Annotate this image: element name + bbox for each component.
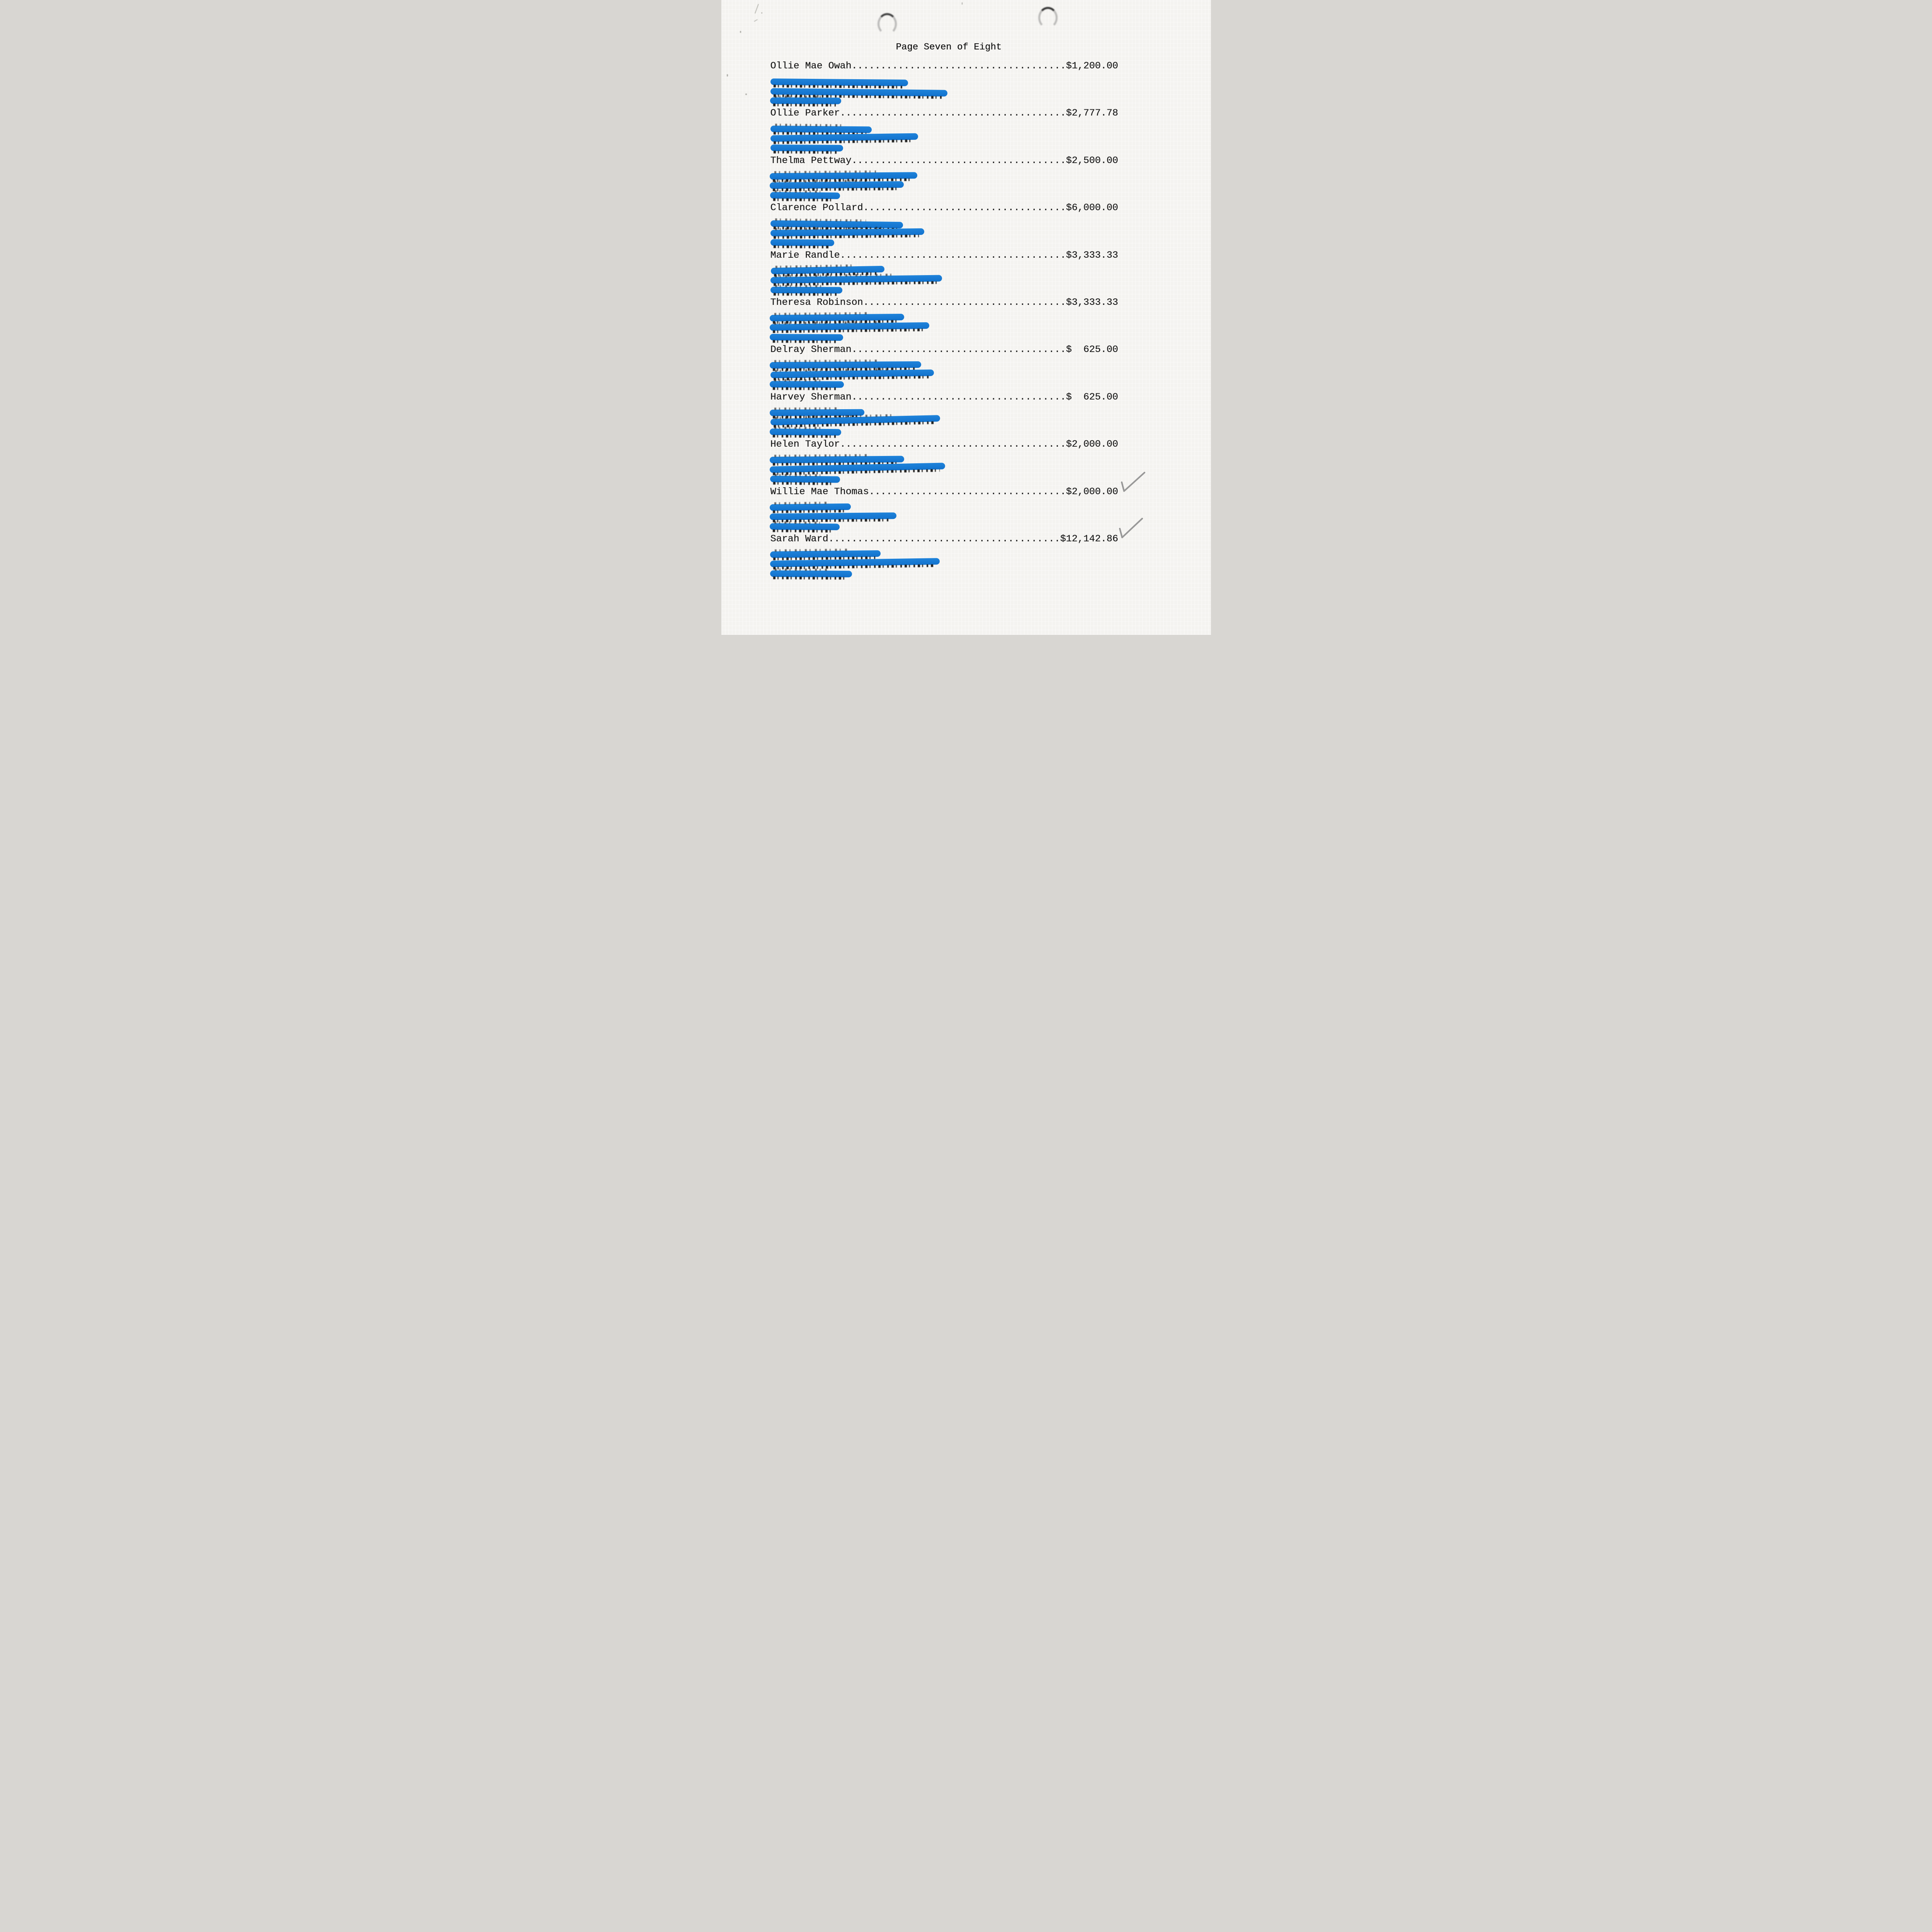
redaction-bar <box>770 126 872 133</box>
page-title: Page Seven of Eight <box>896 42 1002 53</box>
redaction-bar <box>770 275 942 284</box>
redaction-bar <box>770 192 840 199</box>
payee-amount: $6,000.00 <box>1066 202 1118 214</box>
dot-leader: ................................... <box>863 202 1066 214</box>
payee-line: Ollie Mae Owah..........................… <box>770 60 1134 72</box>
redaction-bar <box>770 145 843 152</box>
ink-speck <box>740 31 741 33</box>
redaction-bar <box>769 503 851 511</box>
payee-name: Marie Randle <box>770 249 840 261</box>
dot-leader: .................................. <box>869 486 1066 497</box>
redaction-bar <box>770 476 840 483</box>
redaction-bar <box>769 523 840 530</box>
ink-speck <box>745 94 747 95</box>
pencil-scribble <box>753 19 758 22</box>
ink-speck <box>726 74 728 77</box>
ink-speck <box>961 2 963 5</box>
payee-name: Ollie Parker <box>770 107 840 119</box>
list-item: Ollie Parker............................… <box>770 107 1134 155</box>
payee-amount: $ 625.00 <box>1066 344 1118 355</box>
redaction-bar <box>769 181 904 189</box>
payee-amount: $3,333.33 <box>1066 296 1118 308</box>
payee-line: Thelma Pettway..........................… <box>770 155 1134 167</box>
payee-name: Thelma Pettway <box>770 155 852 166</box>
payee-line: Delray Sherman..........................… <box>770 344 1134 355</box>
dot-leader: ........................................ <box>828 533 1060 544</box>
dot-leader: ....................................... <box>840 249 1066 261</box>
redaction-bar <box>769 512 896 520</box>
redaction-bar <box>770 265 884 274</box>
redaction-bar <box>769 456 904 464</box>
list-item: Thelma Pettway..........................… <box>769 155 1134 202</box>
payee-amount: $ 625.00 <box>1066 391 1118 403</box>
payee-line: Willie Mae Thomas.......................… <box>770 486 1134 498</box>
list-item: Harvey Sherman..........................… <box>769 391 1134 439</box>
redaction-bar <box>769 322 929 331</box>
redaction-bar <box>769 361 921 369</box>
redaction-bar <box>770 78 908 87</box>
dot-leader: ....................................... <box>840 107 1066 119</box>
dot-leader: ....................................... <box>840 439 1066 450</box>
dot-leader: ..................................... <box>851 344 1066 355</box>
redaction-bar <box>769 172 917 180</box>
redaction-bar <box>770 239 834 247</box>
payee-line: Harvey Sherman..........................… <box>770 391 1134 403</box>
hole-punch-shadow-icon <box>1038 7 1058 29</box>
dot-leader: ................................... <box>863 296 1066 308</box>
payee-line: Clarence Pollard........................… <box>770 202 1134 214</box>
redaction-bar <box>769 428 841 436</box>
pencil-checkmark-icon <box>1118 471 1147 495</box>
payee-list: Ollie Mae Owah..........................… <box>769 60 1145 580</box>
list-item: Sarah Ward..............................… <box>770 517 1143 580</box>
list-item: Willie Mae Thomas.......................… <box>769 471 1145 533</box>
list-item: Marie Randle............................… <box>770 250 1134 297</box>
payee-name: Harvey Sherman <box>770 391 852 403</box>
list-item: Clarence Pollard........................… <box>770 202 1134 249</box>
payee-line: Theresa Robinson........................… <box>770 297 1134 308</box>
payee-amount: $3,333.33 <box>1066 249 1118 261</box>
payee-line: Marie Randle............................… <box>770 250 1134 261</box>
redaction-bar <box>769 313 904 321</box>
redaction-bar <box>770 550 881 558</box>
payee-name: Delray Sherman <box>770 344 852 355</box>
redaction-bar <box>769 381 844 388</box>
payee-amount: $2,000.00 <box>1066 486 1118 497</box>
payee-line: Helen Taylor............................… <box>770 439 1134 450</box>
redaction-bar <box>770 286 842 294</box>
redaction-bar <box>770 415 940 426</box>
redaction-bar <box>770 369 934 378</box>
payee-name: Clarence Pollard <box>770 202 863 214</box>
hole-punch-shadow-icon <box>877 13 897 35</box>
payee-name: Ollie Mae Owah <box>770 60 852 71</box>
dot-leader: ..................................... <box>851 391 1066 403</box>
payee-name: Sarah Ward <box>770 533 828 544</box>
pencil-scribble <box>754 4 764 15</box>
ink-speck <box>761 12 762 14</box>
list-item: Ollie Mae Owah..........................… <box>770 60 1134 107</box>
payee-name: Willie Mae Thomas <box>770 486 869 497</box>
payee-line: Ollie Parker............................… <box>770 107 1134 119</box>
list-item: Delray Sherman..........................… <box>769 344 1134 391</box>
payee-amount: $2,777.78 <box>1066 107 1118 119</box>
dot-leader: ..................................... <box>851 60 1066 71</box>
redaction-bar <box>770 570 852 578</box>
payee-line: Sarah Ward..............................… <box>770 533 1134 545</box>
payee-amount: $2,500.00 <box>1066 155 1118 166</box>
redaction-bar <box>770 97 841 104</box>
payee-amount: $12,142.86 <box>1060 533 1118 544</box>
list-item: Helen Taylor............................… <box>769 439 1134 486</box>
redaction-bar <box>770 88 947 97</box>
payee-name: Theresa Robinson <box>770 296 863 308</box>
dot-leader: ..................................... <box>851 155 1066 166</box>
redaction-bar <box>770 228 924 236</box>
payee-amount: $1,200.00 <box>1066 60 1118 71</box>
list-item: Theresa Robinson........................… <box>769 297 1134 344</box>
payee-name: Helen Taylor <box>770 439 840 450</box>
payee-amount: $2,000.00 <box>1066 439 1118 450</box>
pencil-checkmark-icon <box>1117 516 1145 541</box>
redaction-bar <box>769 333 843 341</box>
scanned-document-page: Page Seven of Eight Ollie Mae Owah......… <box>721 0 1211 635</box>
